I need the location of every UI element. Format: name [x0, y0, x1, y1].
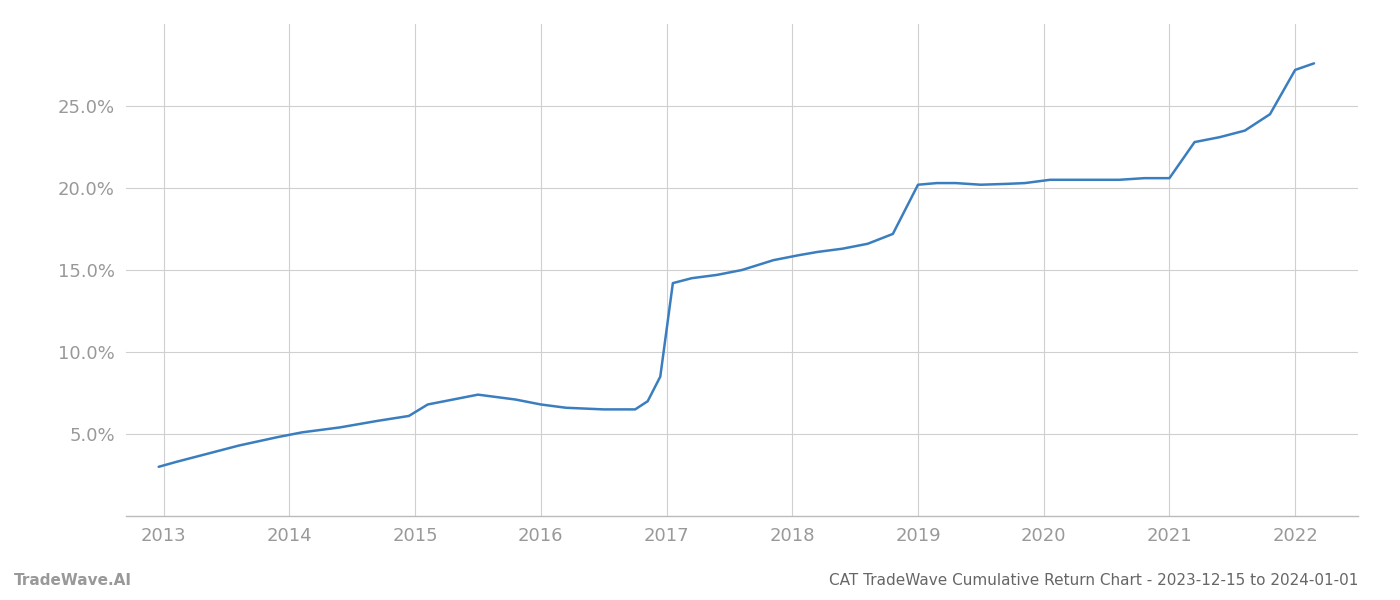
Text: TradeWave.AI: TradeWave.AI [14, 573, 132, 588]
Text: CAT TradeWave Cumulative Return Chart - 2023-12-15 to 2024-01-01: CAT TradeWave Cumulative Return Chart - … [829, 573, 1358, 588]
